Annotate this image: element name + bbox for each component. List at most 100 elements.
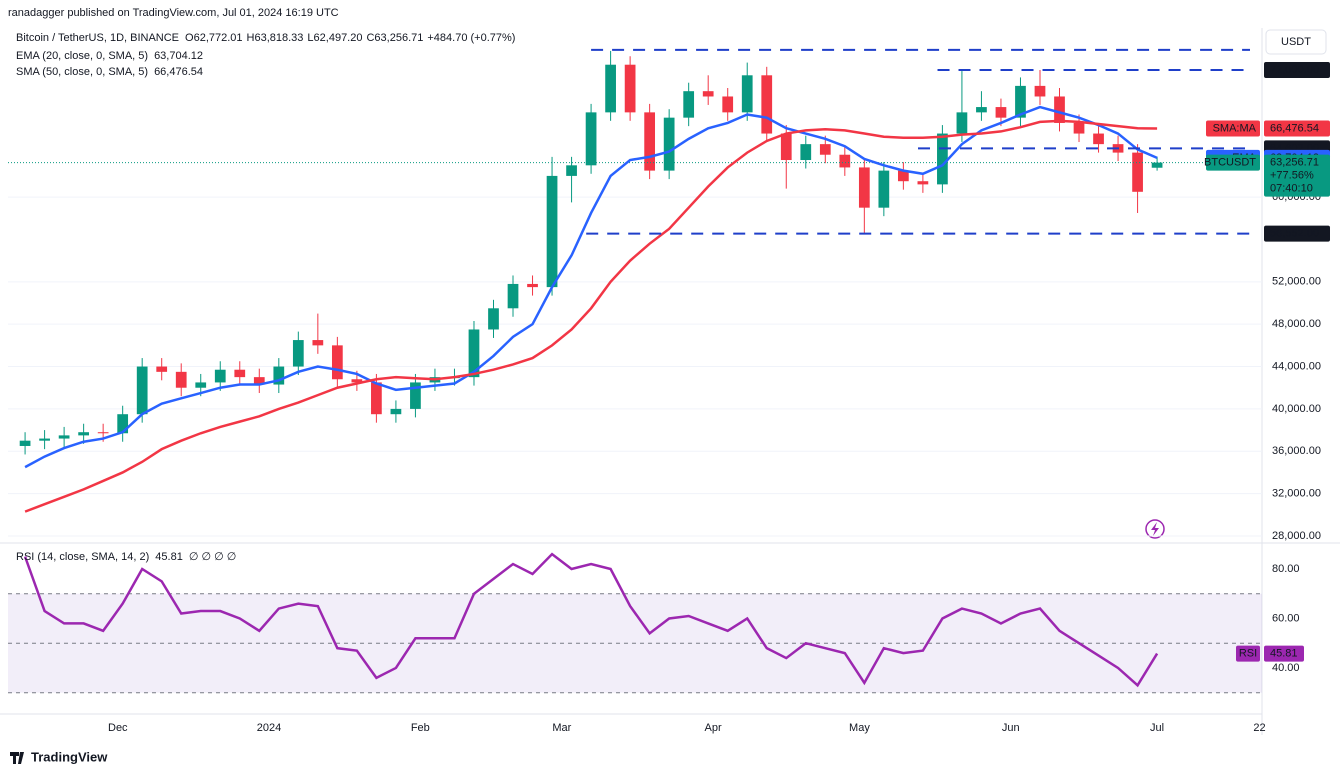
y-tick-label: 40,000.00 bbox=[1272, 403, 1321, 415]
candle-body bbox=[663, 117, 675, 171]
candle-body bbox=[351, 379, 363, 383]
y-tick-label: 40.00 bbox=[1272, 662, 1300, 674]
series-line bbox=[24, 119, 1158, 513]
footer: TradingView bbox=[31, 749, 108, 764]
ohlc-value: O62,772.01 bbox=[185, 32, 243, 44]
rsi-badge-name-bg bbox=[1236, 645, 1260, 662]
candle-body bbox=[995, 107, 1007, 118]
badge-name: SMA:MA bbox=[1213, 122, 1257, 134]
x-tick-label: Jul bbox=[1150, 722, 1164, 734]
level-label: 56,552.00 bbox=[1270, 228, 1319, 240]
badge-value: 66,476.54 bbox=[1270, 122, 1319, 134]
candle-body bbox=[156, 366, 168, 372]
candle-body bbox=[761, 75, 773, 134]
y-tick-label: 48,000.00 bbox=[1272, 318, 1321, 330]
candle-body bbox=[683, 91, 695, 118]
rsi-extra: ∅ ∅ ∅ ∅ bbox=[189, 551, 237, 563]
symbol: Bitcoin / TetherUS, 1D, BINANCE bbox=[16, 32, 179, 44]
x-tick-label: Jun bbox=[1002, 722, 1020, 734]
ohlc-value: C63,256.71 bbox=[366, 32, 423, 44]
badge-name-bg bbox=[1206, 120, 1260, 137]
candle-body bbox=[1132, 152, 1143, 192]
badge-bg bbox=[1264, 154, 1330, 197]
badge-name: BTCUSDT bbox=[1204, 157, 1256, 169]
legend-name: EMA (20, close, 0, SMA, 5) bbox=[16, 50, 148, 62]
legend-value: 66,476.54 bbox=[154, 66, 203, 78]
legend-value: 63,704.12 bbox=[154, 50, 203, 62]
x-tick-label: Apr bbox=[705, 722, 722, 734]
rsi-badge-name: RSI bbox=[1239, 647, 1257, 659]
candle-body bbox=[644, 112, 656, 171]
candle-body bbox=[331, 345, 343, 380]
candle-body bbox=[273, 366, 285, 385]
level-badge bbox=[1264, 225, 1330, 242]
candle-body bbox=[800, 144, 812, 161]
y-tick-label: 36,000.00 bbox=[1272, 445, 1321, 457]
rsi-title: RSI (14, close, SMA, 14, 2) bbox=[16, 551, 149, 563]
candle-body bbox=[819, 144, 831, 155]
candle-body bbox=[234, 369, 246, 378]
candle-body bbox=[976, 107, 987, 113]
candle-body bbox=[1073, 122, 1085, 134]
candle-body bbox=[117, 414, 129, 434]
x-tick-label: 22 bbox=[1253, 722, 1265, 734]
candle-body bbox=[897, 170, 909, 182]
badge-extra: +77.56% bbox=[1270, 170, 1314, 182]
candle-body bbox=[1151, 162, 1163, 168]
published: ranadagger published on TradingView.com,… bbox=[8, 7, 339, 19]
candle-body bbox=[722, 96, 734, 113]
ohlc-value: H63,818.33 bbox=[247, 32, 304, 44]
legend-name: SMA (50, close, 0, SMA, 5) bbox=[16, 66, 148, 78]
candle-body bbox=[702, 91, 714, 97]
candle-body bbox=[956, 112, 968, 134]
candle-body bbox=[937, 133, 948, 185]
candle-body bbox=[97, 432, 109, 434]
logo bbox=[10, 752, 24, 764]
currency-button[interactable] bbox=[1265, 29, 1327, 55]
candle-body bbox=[566, 165, 577, 176]
candle-body bbox=[1093, 133, 1104, 145]
x-tick-label: 2024 bbox=[257, 722, 281, 734]
x-tick-label: Mar bbox=[552, 722, 571, 734]
candle-body bbox=[253, 377, 265, 385]
candle-body bbox=[1015, 85, 1026, 118]
currency[interactable]: USDT bbox=[1281, 36, 1311, 48]
candle-body bbox=[195, 382, 207, 388]
candle-body bbox=[917, 181, 929, 185]
candle-body bbox=[390, 408, 402, 415]
candle-body bbox=[585, 112, 597, 166]
x-tick-label: Dec bbox=[108, 722, 128, 734]
ohlc-value: L62,497.20 bbox=[307, 32, 362, 44]
series-line bbox=[24, 105, 1158, 469]
alert-icon[interactable] bbox=[1145, 519, 1165, 539]
level-label: 72,000.00 bbox=[1270, 64, 1319, 76]
candle-body bbox=[605, 64, 616, 113]
candle-body bbox=[780, 133, 792, 161]
badge-name-bg bbox=[1206, 154, 1260, 171]
y-tick-label: 44,000.00 bbox=[1272, 360, 1321, 372]
candle-body bbox=[292, 340, 304, 367]
level-badge bbox=[1264, 62, 1330, 79]
candle-body bbox=[312, 340, 324, 346]
candle-body bbox=[546, 175, 558, 288]
candle-body bbox=[878, 170, 890, 208]
y-tick-label: 60.00 bbox=[1272, 612, 1300, 624]
rsi-badge-value: 45.81 bbox=[1270, 647, 1298, 659]
rsi-value: 45.81 bbox=[155, 551, 183, 563]
badge-bg bbox=[1264, 120, 1330, 137]
candle-body bbox=[39, 438, 50, 441]
candle-body bbox=[1054, 96, 1065, 123]
candle-body bbox=[19, 440, 31, 446]
x-tick-label: May bbox=[849, 722, 870, 734]
candle-body bbox=[468, 329, 480, 378]
y-tick-label: 32,000.00 bbox=[1272, 488, 1321, 500]
candle-body bbox=[839, 154, 851, 168]
ohlc-value: +484.70 (+0.77%) bbox=[427, 32, 515, 44]
candle-body bbox=[507, 283, 519, 309]
candle-body bbox=[1034, 85, 1046, 97]
badge-value: 63,256.71 bbox=[1270, 157, 1319, 169]
candle-body bbox=[624, 64, 636, 113]
candle-body bbox=[410, 382, 421, 409]
candle-body bbox=[527, 283, 538, 288]
